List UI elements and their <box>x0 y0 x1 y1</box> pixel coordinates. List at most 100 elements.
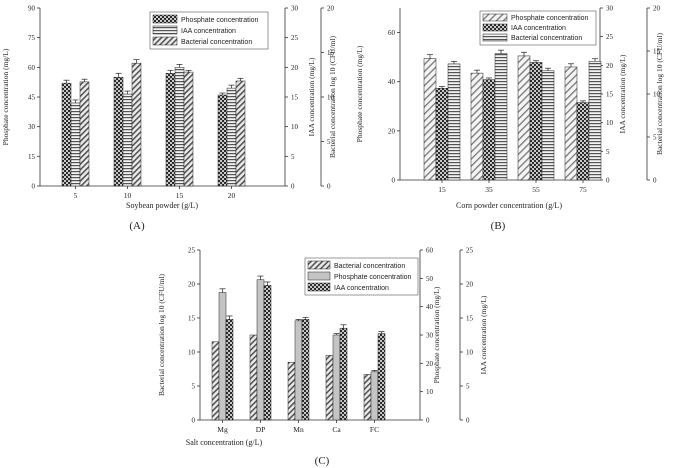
panel-b-bar <box>588 61 602 181</box>
panel-c-axis-2-title: IAA concentration (mg/L) <box>479 295 488 374</box>
panel-c-axis-0-tick-label: 5 <box>192 383 196 391</box>
panel-a-axis-1-tick-label: 30 <box>291 5 299 13</box>
panel-c-bar <box>211 341 220 421</box>
panel-b-axis-1-tick-label: 10 <box>606 119 614 127</box>
panel-c-legend-swatch <box>307 282 331 292</box>
panel-a-axis-1-tick-label: 10 <box>291 123 299 131</box>
panel-b-axis-1-tick-label: 15 <box>606 91 614 99</box>
panel-a-bar <box>70 102 81 187</box>
panel-c-bar <box>339 327 348 421</box>
panel-a-axis-2-tick-label: 10 <box>327 94 335 102</box>
panel-a-axis-0-tick-label: 0 <box>32 183 36 191</box>
panel-a-axis-1-tick-label: 15 <box>291 94 299 102</box>
panel-a-axis-2-tick-label: 0 <box>327 183 331 191</box>
panel-a-bar <box>226 87 237 187</box>
panel-a-legend-swatch <box>152 25 178 35</box>
panel-c-axis-1-title: Phosphate concentration (mg/L) <box>432 286 441 383</box>
panel-a-x-tick-label: 15 <box>176 191 184 200</box>
panel-c-bar <box>363 374 372 421</box>
panel-c-x-tick-label: Mg <box>217 425 228 434</box>
panel-a-axis-0-title: Phosphate concentration (mg/L) <box>1 48 10 145</box>
panel-a-axis-1-tick-label: 0 <box>291 183 295 191</box>
panel-b-axis-1-tick-label: 0 <box>606 177 610 185</box>
panel-b-bar <box>470 72 484 181</box>
panel-c-axis-1-tick-label: 0 <box>426 417 430 425</box>
panel-c-x-tick-label: FC <box>370 425 379 434</box>
panel-b-axis-1-tick-label: 5 <box>606 148 610 156</box>
panel-a-bar <box>174 67 185 187</box>
panel-b-axis-2-tick-label: 20 <box>653 5 661 13</box>
panel-b-legend-label: IAA concentration <box>511 25 566 32</box>
panel-a-legend-label: Bacterial concentration <box>181 39 252 46</box>
panel-b-axis-0-tick-label: 40 <box>388 78 396 86</box>
panel-a-bar <box>113 76 124 187</box>
panel-c-bar <box>287 361 296 421</box>
panel-a-x-tick-label: 10 <box>124 191 132 200</box>
panel-a-bar <box>235 80 246 187</box>
panel-a-legend-swatch <box>152 36 178 46</box>
panel-b-axis-2-tick-label: 15 <box>653 48 661 56</box>
panel-a-axis-2-tick-label: 20 <box>327 5 335 13</box>
panel-c-legend-label: IAA concentration <box>334 285 389 292</box>
panel-b-axis-0-tick-label: 60 <box>388 29 396 37</box>
panel-b-axis-1-tick-label: 30 <box>606 5 614 13</box>
panel-a-chart: 0 15 30 45 60 75 90 Phosphate concentration (mg… <box>1 5 337 211</box>
panel-c-axis-1-tick-label: 20 <box>426 360 434 368</box>
panel-c-bar <box>294 320 303 421</box>
panel-a-x-axis-title: Soybean powder (g/L) <box>126 201 198 210</box>
panel-a-x-tick-label: 5 <box>74 191 78 200</box>
panel-c-legend-swatch <box>307 260 331 270</box>
panel-a-axis-0-tick-label: 90 <box>28 5 36 13</box>
panel-c-axis-0-tick-label: 20 <box>188 281 196 289</box>
panel-b-x-axis-title: Corn powder concentration (g/L) <box>456 201 562 210</box>
panel-c-bar <box>249 334 258 421</box>
panel-a-axis-2-tick-label: 15 <box>327 49 335 57</box>
panel-b-axis-2-tick-label: 5 <box>653 134 657 142</box>
panel-c-axis-1-tick-label: 30 <box>426 332 434 340</box>
panel-a-axis-0-tick-label: 15 <box>28 153 36 161</box>
panel-c-bar <box>225 319 234 421</box>
panel-b-x-tick-label: 35 <box>485 185 493 194</box>
panel-c-x-tick-label: Ca <box>332 425 341 434</box>
panel-c-axis-1-tick-label: 50 <box>426 275 434 283</box>
panel-b-bar <box>576 102 590 181</box>
panel-c-axis-2-tick-label: 25 <box>466 247 474 255</box>
panel-b-axis-1-tick-label: 20 <box>606 62 614 70</box>
panel-b-bar <box>541 70 555 181</box>
panel-a-axis-0-tick-label: 75 <box>28 34 36 42</box>
panel-a-axis-1-title: IAA concentration (mg/L) <box>307 57 316 136</box>
panel-c-axis-0-tick-label: 15 <box>188 315 196 323</box>
panel-a-label: (A) <box>129 220 145 232</box>
panel-b-label: (B) <box>491 220 506 232</box>
panel-c-bar <box>370 371 379 421</box>
panel-c-axis-2-tick-label: 5 <box>466 383 470 391</box>
panel-b-legend-label: Bacterial concentration <box>511 35 582 42</box>
panel-b-x-tick-label: 75 <box>579 185 587 194</box>
panel-a-axis-0-tick-label: 45 <box>28 94 36 102</box>
panel-b-axis-1-title: IAA concentration (mg/L) <box>618 54 627 133</box>
panel-b-axis-2-title: Bacterial concentration log 10 (CFU/ml) <box>655 32 664 155</box>
panel-a-bar <box>79 81 90 187</box>
panel-a-bar <box>61 82 72 187</box>
panel-c-axis-0-tick-label: 0 <box>192 417 196 425</box>
panel-a-axis-0-tick-label: 30 <box>28 123 36 131</box>
panel-b-legend-swatch <box>482 13 508 22</box>
panel-a-legend-label: IAA concentration <box>181 28 236 35</box>
panel-b-bar <box>494 53 508 181</box>
panel-c-legend-swatch <box>307 271 331 281</box>
panel-c-axis-2-tick-label: 10 <box>466 349 474 357</box>
panel-c-label: (C) <box>315 455 330 467</box>
panel-c-bar <box>377 333 386 421</box>
panel-a-bar <box>122 93 133 187</box>
panel-b-axis-0-tick-label: 20 <box>388 127 396 135</box>
panel-a-axis-2-title: Bacterial concentration log 10 (CFU/ml) <box>328 35 337 158</box>
panel-b-chart: 0 20 40 60 Phosphate concentration (mg/L) 0 5 1… <box>355 5 664 211</box>
panel-b-axis-2-tick-label: 0 <box>653 177 657 185</box>
panel-b-axis-1-tick-label: 25 <box>606 33 614 41</box>
panel-b-axis-2-tick-label: 10 <box>653 91 661 99</box>
panel-a-bar <box>165 73 176 187</box>
panel-a-legend-label: Phosphate concentration <box>181 17 259 24</box>
panel-c-x-tick-label: DP <box>256 425 266 434</box>
panel-c-chart: 0 5 10 15 20 25 Bacterial concentration log 10… <box>157 247 488 448</box>
